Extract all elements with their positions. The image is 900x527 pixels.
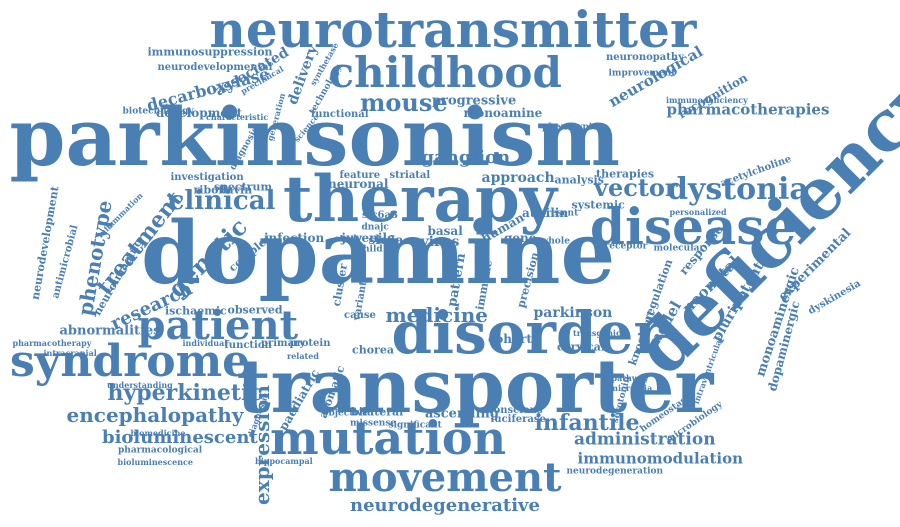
cloud-word: understanding <box>107 380 173 390</box>
cloud-word: primary <box>261 338 306 349</box>
cloud-word: function <box>224 340 272 351</box>
cloud-word: dopamine <box>141 203 616 304</box>
cloud-word: chorea <box>352 343 394 357</box>
cloud-word: hippocampal <box>255 456 313 466</box>
cloud-word: pharmacological <box>118 445 203 456</box>
cloud-word: medicine <box>385 303 489 327</box>
cloud-word: dystonia <box>667 172 809 207</box>
cloud-word: neurodegenerative <box>350 495 540 516</box>
cloud-word: related <box>287 351 319 361</box>
cloud-word: immunodeficiency <box>666 95 748 105</box>
cloud-word: disorder <box>391 299 665 367</box>
cloud-word: ascending <box>425 406 499 422</box>
cloud-word: neuronal <box>328 177 389 191</box>
cloud-word: childhood <box>328 48 562 97</box>
cloud-word: parkinsonism <box>9 90 621 184</box>
cloud-word: conscious <box>487 405 543 416</box>
cloud-word: cause <box>344 310 376 321</box>
cloud-word: objective <box>322 408 368 419</box>
cloud-word: disease <box>590 197 797 256</box>
cloud-word: vector <box>594 173 678 202</box>
cloud-word: protein <box>289 338 331 349</box>
cloud-word: neurotransmitter <box>209 0 697 59</box>
cloud-word: immunomodulation <box>577 449 743 468</box>
cloud-word: hyperkinetic <box>107 380 263 406</box>
cloud-word: infantile <box>534 410 640 436</box>
cloud-word: ganglion <box>421 147 511 168</box>
cloud-word: present <box>540 208 579 219</box>
cloud-word: patient <box>137 302 299 349</box>
cloud-word: investigation <box>170 172 244 183</box>
cloud-word: neurodevelopmental <box>157 62 273 73</box>
cloud-word: phenotypic <box>542 122 598 133</box>
cloud-word: child <box>357 244 383 255</box>
cloud-word: movement <box>328 454 562 501</box>
cloud-word: syndrome <box>10 336 251 387</box>
cloud-word: functional <box>311 109 369 120</box>
cloud-word: cohort <box>488 332 532 346</box>
cloud-word: feature <box>339 170 381 181</box>
cloud-word: parkinson <box>533 305 613 321</box>
cloud-word: bioluminescent <box>102 427 258 448</box>
cloud-word: ischaemic <box>165 304 227 318</box>
cloud-word: improvement <box>608 68 676 79</box>
cloud-word: molecular <box>653 243 705 254</box>
cloud-word: infection <box>264 231 325 245</box>
cloud-word: bioluminescence <box>117 457 193 467</box>
cloud-word: missense <box>350 418 397 429</box>
cloud-word: progressive <box>432 93 517 109</box>
cloud-word: microglia <box>609 383 653 393</box>
cloud-word: riboflavin <box>193 183 253 197</box>
cloud-word: development <box>156 106 243 120</box>
cloud-word: pharmacotherapies <box>666 100 830 119</box>
cloud-word: transporter <box>236 344 714 430</box>
cloud-word: slc6a <box>368 233 404 247</box>
cloud-word: study <box>334 234 362 245</box>
cloud-word: receptor <box>604 241 648 252</box>
cloud-word: pathway <box>611 373 649 383</box>
cloud-word: transgenic <box>573 328 621 338</box>
cloud-word: systemic <box>571 198 625 212</box>
cloud-word: basal <box>427 224 463 238</box>
cloud-word: significant <box>388 420 442 431</box>
cloud-word: auxilin <box>522 206 569 220</box>
cloud-word: dyskinesia <box>806 278 863 318</box>
cloud-word: bilateral <box>351 405 404 419</box>
cloud-word: pharmacotherapy <box>12 338 92 348</box>
cloud-word: gene <box>504 231 537 245</box>
cloud-word: abnormalities <box>59 323 161 339</box>
cloud-word: individual <box>182 338 228 348</box>
cloud-word: juvenile <box>341 231 395 245</box>
cloud-word: antimicrobial <box>50 223 81 300</box>
cloud-word: slc6a3 <box>362 210 398 221</box>
cloud-word: characteristic <box>206 112 269 122</box>
cloud-word: biotechnology <box>122 106 194 117</box>
cloud-word: therapy <box>283 162 557 237</box>
cloud-word: striatal <box>389 170 431 181</box>
cloud-word: biomedicine <box>130 428 186 438</box>
cloud-word: administration <box>574 429 716 450</box>
cloud-word: mutation <box>270 411 507 465</box>
cloud-word: spectrum <box>214 180 273 194</box>
cloud-word: virus <box>420 234 460 250</box>
cloud-word: whole <box>540 236 570 247</box>
cloud-word: luciferase <box>490 414 546 425</box>
cloud-word: encephalopathy <box>66 403 244 427</box>
cloud-word: neuronopathy <box>606 52 684 63</box>
cloud-word: personalized <box>669 207 727 217</box>
cloud-word: clinical <box>168 186 276 216</box>
cloud-word: intracranial <box>43 348 97 358</box>
cloud-word: analysis <box>554 173 604 187</box>
cloud-word: therapies <box>596 167 655 181</box>
cloud-word: cervical <box>557 340 606 354</box>
cloud-word: approach <box>481 170 555 186</box>
cloud-word: observed <box>227 303 283 317</box>
cloud-word: mouse <box>360 88 448 117</box>
cloud-word: neurodegeneration <box>566 466 664 477</box>
cloud-word: monoamine <box>463 106 543 120</box>
cloud-word: dnajc <box>361 222 389 233</box>
cloud-word: immunosuppression <box>147 45 273 59</box>
